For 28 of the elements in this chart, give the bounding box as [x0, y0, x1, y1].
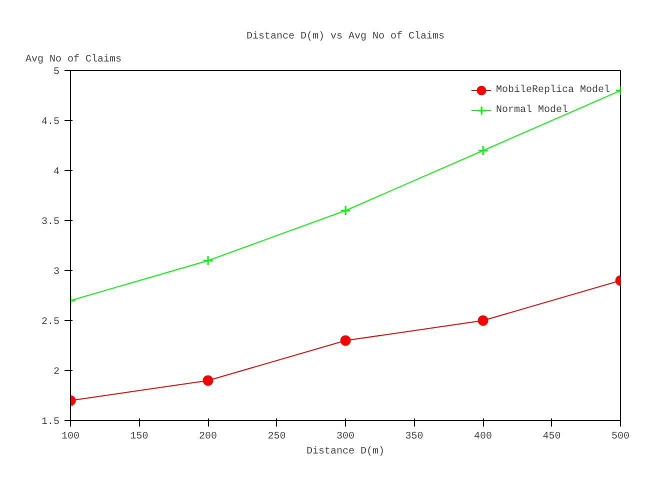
x-tick-label: 150 [130, 432, 148, 442]
y-tick-label: 3.5 [41, 217, 60, 228]
x-tick-label: 300 [336, 432, 355, 442]
x-tick-label: 200 [199, 432, 218, 442]
x-tick-label: 450 [542, 432, 561, 442]
point [340, 205, 351, 216]
point [478, 145, 488, 156]
x-tick-label: 100 [62, 432, 80, 442]
y-tick-label: 3 [54, 267, 60, 278]
x-tick-label: 400 [474, 432, 492, 442]
y-tick-label: 2 [54, 367, 60, 378]
chart-title: Distance D(m) vs Avg No of Claims [246, 30, 445, 42]
y-tick-label: 4 [54, 167, 60, 178]
x-tick-label: 250 [268, 432, 286, 442]
x-axis-title: Distance D(m) [306, 446, 385, 458]
point [340, 335, 351, 346]
y-tick-label: 5 [54, 67, 60, 78]
y-tick-label: 4.5 [41, 117, 60, 128]
y-axis-title: Avg No of Claims [26, 54, 122, 66]
point [478, 315, 488, 326]
legend-label: Normal Model [496, 104, 568, 116]
x-tick-label: 500 [612, 432, 630, 442]
legend-label: MobileReplica Model [496, 84, 610, 96]
point [202, 255, 214, 266]
point [202, 375, 214, 386]
y-tick-label: 1.5 [41, 417, 60, 428]
y-tick-label: 2.5 [41, 317, 60, 328]
x-tick-label: 350 [405, 432, 424, 442]
